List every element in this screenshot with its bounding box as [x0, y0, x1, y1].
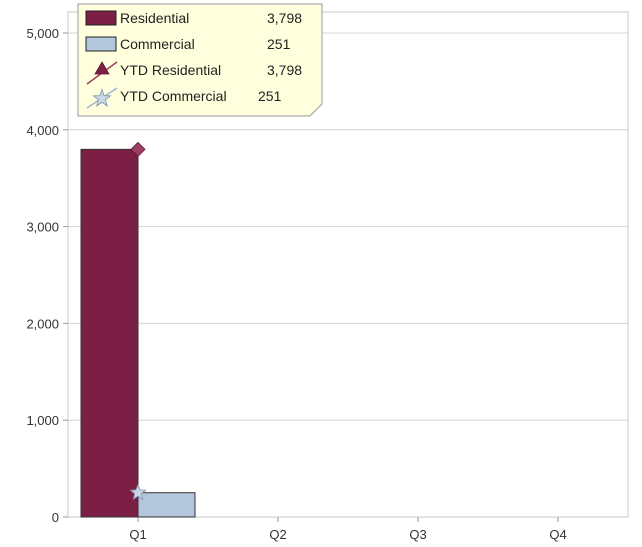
legend-value-residential: 3,798: [267, 10, 302, 26]
y-axis: 0 1,000 2,000 3,000 4,000 5,000: [26, 26, 68, 525]
legend-value-ytd-commercial: 251: [258, 88, 282, 104]
y-tick-label: 4,000: [26, 123, 59, 138]
marker-ytd-residential: [130, 141, 146, 157]
legend-label-commercial: Commercial: [120, 36, 195, 52]
legend-line-marker-ytd-commercial-icon: [86, 87, 118, 109]
bars: [80, 148, 196, 518]
legend: Residential 3,798 Commercial 251 YTD Res…: [77, 3, 323, 117]
legend-line-marker-ytd-residential-icon: [86, 61, 118, 85]
markers: [129, 141, 147, 501]
x-tick-label: Q4: [549, 527, 566, 542]
legend-label-residential: Residential: [120, 10, 189, 26]
y-tick-label: 5,000: [26, 26, 59, 41]
legend-label-ytd-commercial: YTD Commercial: [120, 88, 227, 104]
marker-ytd-commercial: [129, 483, 147, 501]
y-tick-label: 3,000: [26, 220, 59, 235]
y-tick-label: 1,000: [26, 413, 59, 428]
legend-value-commercial: 251: [267, 36, 291, 52]
x-tick-label: Q1: [129, 527, 146, 542]
legend-label-ytd-residential: YTD Residential: [120, 62, 221, 78]
x-axis: Q1 Q2 Q3 Q4: [129, 517, 567, 542]
legend-box: [77, 3, 323, 117]
y-tick-label: 0: [52, 510, 59, 525]
legend-swatch-residential: [85, 10, 117, 26]
x-tick-label: Q2: [269, 527, 286, 542]
x-tick-label: Q3: [409, 527, 426, 542]
legend-value-ytd-residential: 3,798: [267, 62, 302, 78]
y-tick-label: 2,000: [26, 316, 59, 331]
legend-swatch-commercial: [85, 36, 117, 52]
bar-residential: [80, 148, 139, 518]
bar-commercial: [137, 492, 196, 518]
